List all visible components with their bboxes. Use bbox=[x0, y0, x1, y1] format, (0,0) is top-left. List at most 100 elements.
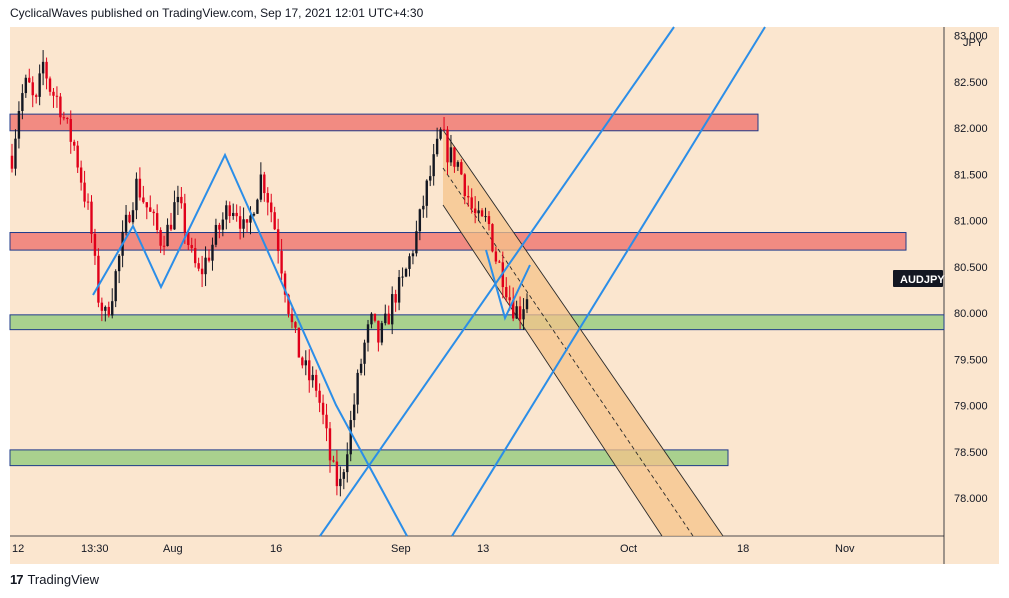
tradingview-logo-icon: 17 bbox=[10, 572, 24, 587]
candle-body bbox=[453, 147, 456, 167]
candle-body bbox=[131, 210, 135, 223]
candle-body bbox=[114, 271, 117, 302]
candle-body bbox=[518, 306, 522, 320]
price-tick-label: 79.500 bbox=[954, 354, 988, 366]
price-tick-label: 78.000 bbox=[954, 493, 988, 505]
candle-body bbox=[69, 119, 72, 142]
price-tick-label: 82.500 bbox=[954, 77, 988, 89]
candle-body bbox=[505, 287, 508, 298]
candle-body bbox=[249, 215, 252, 223]
candle-body bbox=[149, 207, 152, 212]
candle-body bbox=[332, 460, 335, 462]
candle-body bbox=[391, 294, 394, 325]
candle-body bbox=[48, 78, 52, 92]
candle-body bbox=[515, 306, 518, 319]
candle-body bbox=[197, 263, 200, 269]
candle-body bbox=[411, 253, 415, 257]
candle-body bbox=[449, 147, 453, 163]
candle-body bbox=[304, 360, 307, 366]
tradingview-footer[interactable]: 17 TradingView bbox=[10, 572, 99, 587]
tradingview-brand: TradingView bbox=[27, 572, 100, 587]
publish-header: CyclicalWaves published on TradingView.c… bbox=[10, 6, 424, 20]
candle-body bbox=[225, 205, 228, 220]
candle-body bbox=[252, 213, 256, 216]
candle-body bbox=[408, 256, 411, 269]
candle-body bbox=[377, 320, 380, 343]
candle-body bbox=[138, 178, 142, 198]
candle-body bbox=[162, 245, 166, 247]
candle-body bbox=[325, 414, 328, 429]
candle-body bbox=[28, 77, 31, 83]
candles-layer bbox=[10, 50, 529, 497]
candle-body bbox=[339, 478, 342, 487]
candle-body bbox=[359, 363, 363, 373]
candle-body bbox=[384, 313, 387, 324]
candle-body bbox=[31, 82, 34, 96]
candle-body bbox=[97, 255, 100, 303]
wave-recent-swing bbox=[485, 249, 531, 321]
candle-body bbox=[429, 176, 432, 181]
candle-body bbox=[259, 174, 263, 200]
candle-body bbox=[238, 216, 242, 229]
candle-body bbox=[297, 327, 301, 358]
candle-body bbox=[52, 91, 55, 96]
candle-body bbox=[166, 224, 169, 247]
price-tick-label-partial: 83.000 bbox=[954, 31, 988, 43]
candle-body bbox=[349, 420, 352, 455]
candle-body bbox=[176, 196, 180, 203]
candle-body bbox=[93, 233, 97, 256]
candle-body bbox=[439, 129, 442, 139]
candle-body bbox=[214, 224, 218, 245]
candle-body bbox=[73, 141, 76, 146]
rising-trend-line-left bbox=[319, 26, 675, 537]
candle-body bbox=[34, 95, 38, 97]
candle-body bbox=[487, 216, 491, 225]
candle-body bbox=[193, 248, 197, 264]
candle-body bbox=[356, 372, 359, 405]
time-tick-label: 18 bbox=[737, 543, 749, 555]
candle-body bbox=[232, 212, 235, 217]
candle-body bbox=[318, 390, 321, 403]
candle-body bbox=[522, 309, 525, 320]
wave-zigzag-line bbox=[92, 152, 408, 537]
candle-body bbox=[387, 313, 390, 325]
candle-body bbox=[135, 178, 138, 211]
currency-label: JPY bbox=[963, 37, 984, 49]
symbol-tag-label: AUDJPY bbox=[900, 274, 945, 286]
candle-body bbox=[235, 212, 238, 217]
candle-body bbox=[283, 273, 287, 295]
candle-body bbox=[76, 145, 79, 168]
price-tick-label: 81.000 bbox=[954, 216, 988, 228]
candle-body bbox=[155, 213, 159, 230]
candle-body bbox=[352, 404, 356, 421]
symbol-price-tag[interactable]: AUDJPY bbox=[893, 270, 945, 287]
candle-body bbox=[204, 257, 207, 275]
candle-body bbox=[321, 402, 325, 415]
candle-body bbox=[366, 324, 370, 343]
time-axis: 12 13:30 Aug 16 Sep 13 Oct 18 Nov bbox=[12, 543, 855, 555]
candle-body bbox=[446, 129, 449, 163]
candle-body bbox=[491, 224, 494, 252]
channel-upper-line bbox=[442, 129, 724, 537]
candle-body bbox=[477, 210, 480, 214]
candle-body bbox=[415, 231, 418, 254]
candle-body bbox=[221, 219, 225, 230]
candle-body bbox=[90, 201, 93, 234]
candle-body bbox=[117, 255, 121, 272]
price-tick-label: 81.500 bbox=[954, 169, 988, 181]
candle-body bbox=[180, 196, 183, 204]
candle-body bbox=[308, 360, 311, 381]
candle-body bbox=[498, 261, 501, 263]
candle-body bbox=[104, 306, 107, 311]
price-tick-label: 80.500 bbox=[954, 262, 988, 274]
candle-body bbox=[17, 111, 21, 139]
price-tick-label: 79.000 bbox=[954, 401, 988, 413]
candle-body bbox=[270, 202, 273, 213]
time-tick-label: 13:30 bbox=[81, 543, 109, 555]
candle-body bbox=[207, 257, 211, 261]
candle-body bbox=[311, 374, 314, 381]
candle-body bbox=[511, 300, 515, 319]
candle-body bbox=[142, 197, 145, 203]
rising-trend-line-right bbox=[451, 26, 766, 537]
